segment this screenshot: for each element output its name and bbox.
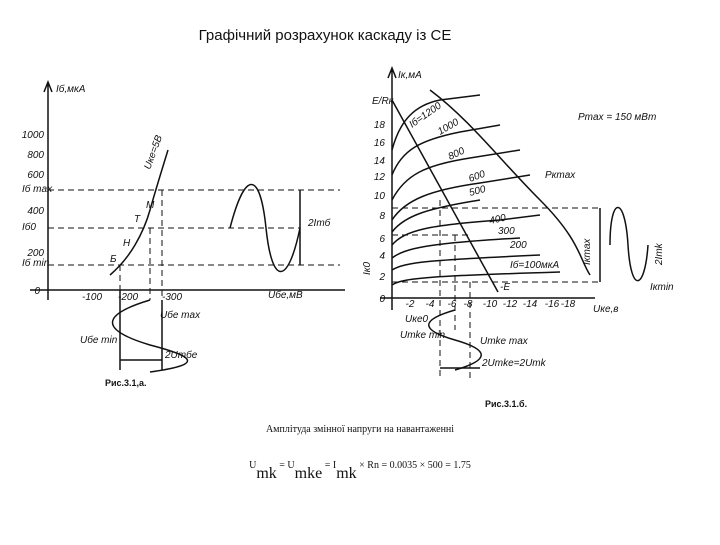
formula-subscript: mke <box>295 465 323 482</box>
formula-part: = U <box>277 460 296 471</box>
amplitude-label: 2Imб <box>307 217 331 229</box>
output-label: Umke min <box>400 330 445 341</box>
power-curve <box>429 89 591 276</box>
load-line <box>391 99 499 293</box>
power-curve-label: Pкmax <box>545 170 576 181</box>
level-label: Iб max <box>22 183 53 195</box>
x-tick: -100 <box>82 292 102 303</box>
title: Графічний розрахунок каскаду із СЕ <box>199 27 452 44</box>
y-tick: 6 <box>379 234 385 245</box>
axes <box>30 79 345 300</box>
curve-label: 500 <box>468 184 487 199</box>
x-axis-label: Uке,в <box>593 304 619 315</box>
point: Н <box>123 238 131 249</box>
y-tick: 18 <box>374 120 386 131</box>
left-figure: Iб,мкА Uбе,мВ 1000 800 600 400 200 0 -10… <box>22 79 345 388</box>
x-tick: -200 <box>118 292 138 303</box>
input-label: Uбе min <box>80 334 118 346</box>
y-tick: 0 <box>379 294 385 305</box>
output-label: Iкmin <box>650 282 674 293</box>
x-tick: -4 <box>426 299 435 310</box>
y-tick: 0 <box>34 286 40 297</box>
caption: Рис.3.1,а. <box>105 378 147 388</box>
x-tick: -8 <box>464 299 473 310</box>
y-tick: 400 <box>27 206 44 217</box>
x-tick: -2 <box>406 299 415 310</box>
x-tick: -300 <box>162 292 182 303</box>
source-label: E/Rк <box>372 96 395 107</box>
level-label: Iб min <box>22 257 50 269</box>
load-label: -E <box>500 282 510 293</box>
output-label: Uкe0 <box>405 314 429 325</box>
formula-part: × Rn = 0.0035 × 500 = 1.75 <box>357 460 471 471</box>
x-tick: -10 <box>483 299 498 310</box>
formula-part: = I <box>322 460 336 471</box>
y-tick: 800 <box>27 150 44 161</box>
y-tick: 16 <box>374 138 386 149</box>
x-tick: -16 <box>545 299 560 310</box>
y-tick: 12 <box>374 172 386 183</box>
current-sine <box>609 207 649 282</box>
y-tick: 14 <box>374 156 386 167</box>
input-sine <box>112 299 188 373</box>
voltage-sine <box>428 309 482 371</box>
input-markers <box>119 290 163 370</box>
y-tick: 600 <box>27 170 44 181</box>
point: Б <box>110 254 117 265</box>
y-tick: 10 <box>374 191 386 202</box>
formula-subscript: mk <box>336 465 356 482</box>
curve-label: 200 <box>509 240 527 251</box>
x-ticks: -2 -4 -6 -8 -10 -12 -14 -16 -18 <box>406 299 576 310</box>
x-tick: -18 <box>561 299 576 310</box>
x-tick: -14 <box>523 299 538 310</box>
y-axis-label: Iб,мкА <box>56 83 86 95</box>
formula-part: U <box>249 460 257 471</box>
output-label: 2Umke=2Umk <box>481 358 547 369</box>
output-label: Umke max <box>480 336 529 347</box>
y-axis-label: Iк,мА <box>398 70 422 81</box>
projection-lines <box>392 200 600 380</box>
output-curves <box>391 94 561 286</box>
power-label: Pmax = 150 мВт <box>578 112 656 123</box>
output-label: 2Imk <box>654 242 665 266</box>
input-label: 2Umбе <box>164 349 198 361</box>
curve-label: 400 <box>488 213 507 227</box>
formula: Umk = Umke = Imk × Rn = 0.0035 × 500 = 1… <box>249 460 471 482</box>
y-tick: 8 <box>379 211 385 222</box>
level-label: Iб0 <box>22 221 36 233</box>
output-label: Iкmax <box>582 238 593 265</box>
subtitle: Амплітуда змінної напруги на навантаженн… <box>266 424 454 435</box>
y-tick: 4 <box>379 251 385 262</box>
caption: Рис.3.1.б. <box>485 399 527 409</box>
x-axis-label: Uбе,мВ <box>268 289 303 301</box>
input-label: Uбе max <box>160 309 201 321</box>
x-tick: -6 <box>448 299 457 310</box>
curve-label: Iб=100мкА <box>510 259 560 271</box>
formula-subscript: mk <box>256 465 276 482</box>
input-curve <box>109 149 169 276</box>
output-label: Iк0 <box>362 262 373 276</box>
point: М <box>146 200 155 211</box>
x-tick: -12 <box>503 299 518 310</box>
current-sine <box>229 183 301 273</box>
y-tick: 200 <box>26 248 44 259</box>
projection-lines <box>48 189 340 300</box>
y-tick: 2 <box>378 272 385 283</box>
point: Т <box>134 214 141 225</box>
curve-label: 300 <box>498 226 515 237</box>
y-tick: 1000 <box>22 130 45 141</box>
